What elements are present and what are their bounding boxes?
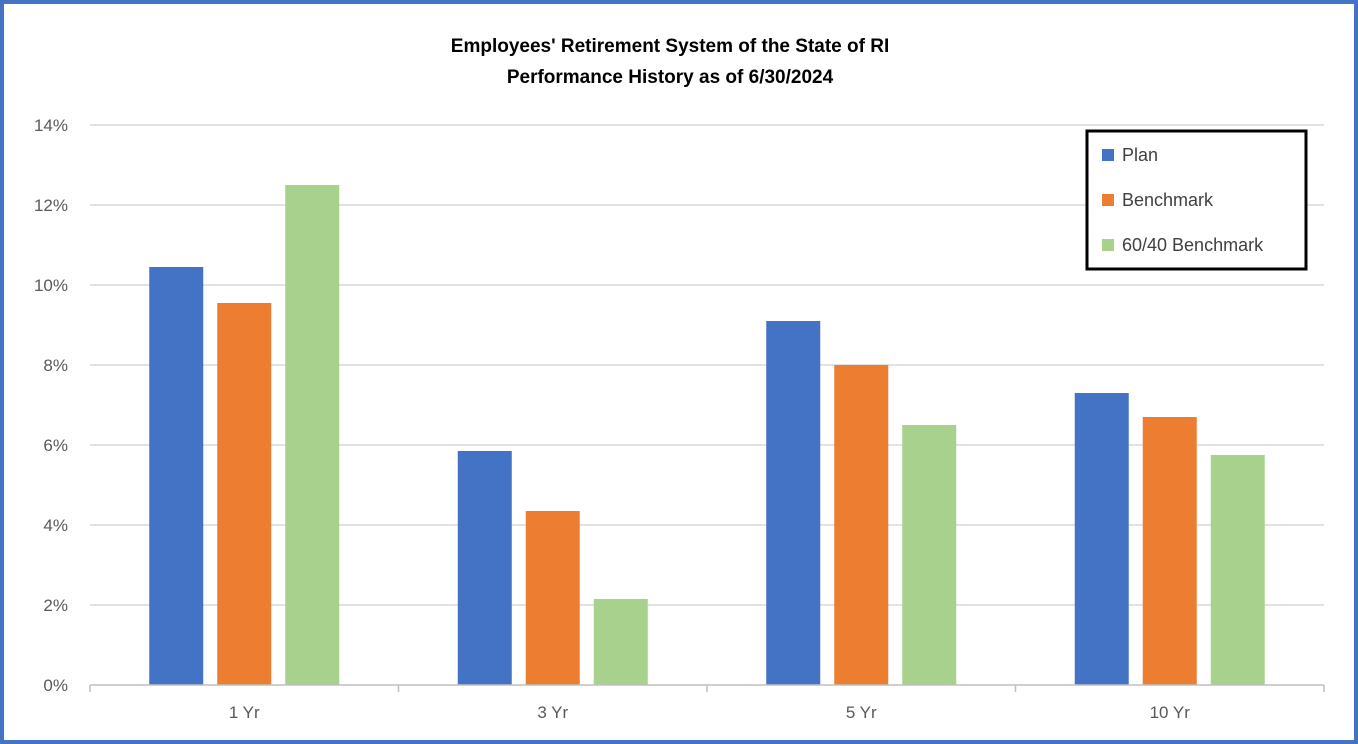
legend-swatch [1102,149,1114,161]
legend-swatch [1102,239,1114,251]
legend-label: 60/40 Benchmark [1122,235,1264,255]
bar [285,185,340,685]
bar [1210,455,1265,685]
chart-title: Employees' Retirement System of the Stat… [451,36,889,57]
x-tick-label: 10 Yr [1150,703,1191,722]
bar [834,365,889,685]
bar [1074,393,1129,685]
x-tick-label: 1 Yr [229,703,260,722]
bar [902,425,957,685]
y-tick-label: 8% [43,356,68,375]
x-tick-label: 3 Yr [537,703,568,722]
legend-swatch [1102,194,1114,206]
legend-label: Benchmark [1122,190,1214,210]
bar-chart: Employees' Retirement System of the Stat… [34,36,1325,722]
y-tick-label: 2% [43,596,68,615]
bars [149,185,1265,685]
bar [593,599,648,685]
bar [525,511,580,685]
y-tick-label: 0% [43,676,68,695]
bar [217,303,272,685]
y-tick-label: 12% [34,196,68,215]
axes: 0% 2% 4% 6% 8% 10% 12% 14% 1 Yr 3 Yr 5 Yr 10 Yr [34,116,1325,722]
legend-label: Plan [1122,145,1158,165]
chart-subtitle: Performance History as of 6/30/2024 [507,67,834,88]
y-tick-label: 4% [43,516,68,535]
bar [457,451,512,685]
x-tick-label: 5 Yr [846,703,877,722]
bar [149,267,204,685]
y-tick-label: 14% [34,116,68,135]
y-tick-label: 6% [43,436,68,455]
legend-box [1085,129,1308,271]
y-tick-label: 10% [34,276,68,295]
bar [1142,417,1197,685]
legend: Plan Benchmark 60/40 Benchmark [1085,129,1308,271]
bar [766,321,821,685]
